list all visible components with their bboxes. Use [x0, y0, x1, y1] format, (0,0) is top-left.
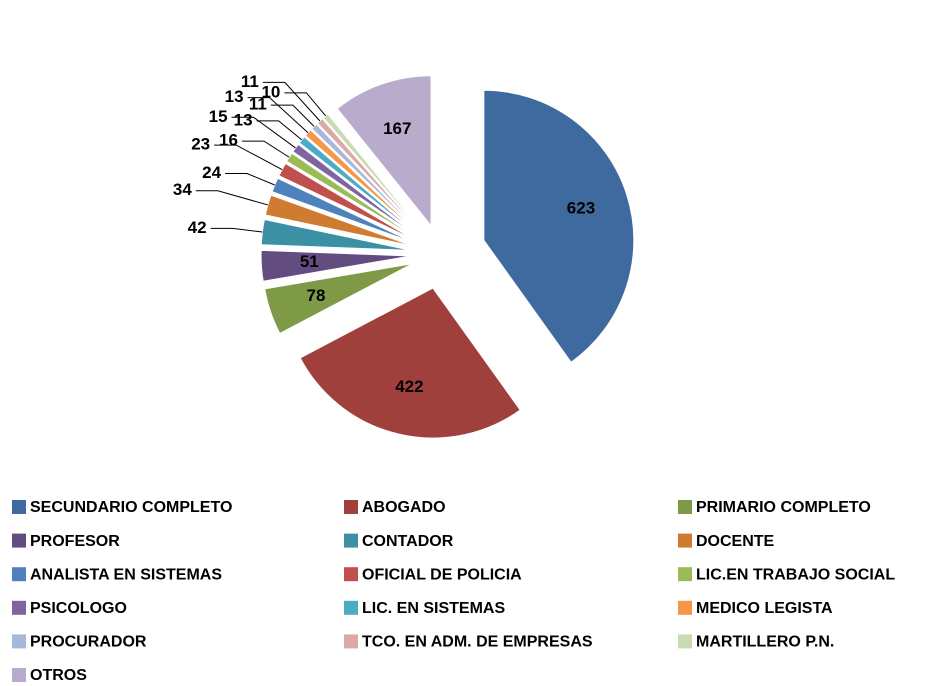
legend-swatch	[344, 634, 358, 649]
data-label: 167	[383, 119, 411, 138]
leader-line	[284, 92, 326, 117]
data-label: 23	[191, 135, 210, 154]
legend-label: PROFESOR	[30, 533, 120, 550]
leader-line	[256, 120, 303, 141]
pie-slice	[278, 162, 415, 241]
data-label: 78	[307, 286, 326, 305]
data-label: 10	[261, 82, 280, 101]
legend-swatch	[678, 533, 692, 548]
legend-label: LIC.EN TRABAJO SOCIAL	[696, 566, 895, 583]
data-label: 422	[395, 377, 423, 396]
legend-swatch	[12, 600, 26, 615]
pie-slice	[292, 143, 418, 237]
pie-slice	[483, 89, 635, 363]
legend-label: PROCURADOR	[30, 634, 147, 651]
legend-label: MEDICO LEGISTA	[696, 600, 833, 617]
legend-label: OTROS	[30, 667, 87, 684]
leader-line	[214, 144, 283, 170]
data-label: 15	[209, 107, 228, 126]
legend-swatch	[12, 500, 26, 514]
pie-slice	[285, 152, 416, 239]
legend-swatch	[678, 567, 692, 582]
legend-swatch	[12, 567, 26, 582]
data-label: 34	[173, 180, 192, 199]
data-label: 11	[241, 72, 259, 91]
leader-line	[262, 81, 321, 122]
legend-swatch	[344, 500, 358, 514]
pie-slice	[264, 263, 413, 335]
legend-swatch	[12, 533, 26, 548]
legend-label: ANALISTA EN SISTEMAS	[30, 566, 222, 583]
data-label: 51	[300, 252, 319, 271]
legend-label: PSICOLOGO	[30, 600, 127, 617]
legend-label: PRIMARIO COMPLETO	[696, 499, 871, 516]
legend-swatch	[344, 567, 358, 582]
legend-swatch	[678, 500, 692, 514]
data-label: 24	[202, 163, 221, 182]
pie-slice	[299, 287, 521, 439]
leader-line	[247, 97, 309, 134]
pie-slice	[310, 123, 421, 234]
leader-line	[210, 227, 263, 233]
legend-swatch	[344, 533, 358, 548]
legend-label: TCO. EN ADM. DE EMPRESAS	[362, 634, 593, 651]
leader-line	[241, 140, 290, 158]
data-label: 42	[188, 218, 207, 237]
pie-slice	[260, 249, 412, 282]
legend-label: MARTILLERO P.N.	[696, 634, 834, 651]
legend-swatch	[678, 634, 692, 649]
legend-label: ABOGADO	[362, 499, 446, 516]
legend-swatch	[12, 634, 26, 649]
data-label: 13	[234, 110, 253, 129]
legend-label: LIC. EN SISTEMAS	[362, 600, 505, 617]
pie-slice	[304, 129, 420, 235]
leader-line	[270, 104, 315, 127]
leader-line	[231, 116, 296, 149]
data-label: 11	[249, 95, 267, 114]
pie-slice	[298, 136, 419, 236]
leader-line	[195, 190, 268, 206]
leader-line	[225, 172, 275, 186]
pie-slice	[336, 75, 432, 228]
legend-label: CONTADOR	[362, 533, 454, 550]
data-label: 16	[219, 131, 238, 150]
legend-swatch	[12, 668, 26, 682]
pie-slice	[322, 113, 423, 232]
legend-label: OFICIAL DE POLICIA	[362, 566, 522, 583]
legend-swatch	[678, 600, 692, 615]
legend-swatch	[344, 600, 358, 615]
legend-label: SECUNDARIO COMPLETO	[30, 499, 232, 516]
legend-label: DOCENTE	[696, 533, 775, 550]
data-label: 623	[567, 199, 595, 218]
data-label: 13	[225, 87, 244, 106]
